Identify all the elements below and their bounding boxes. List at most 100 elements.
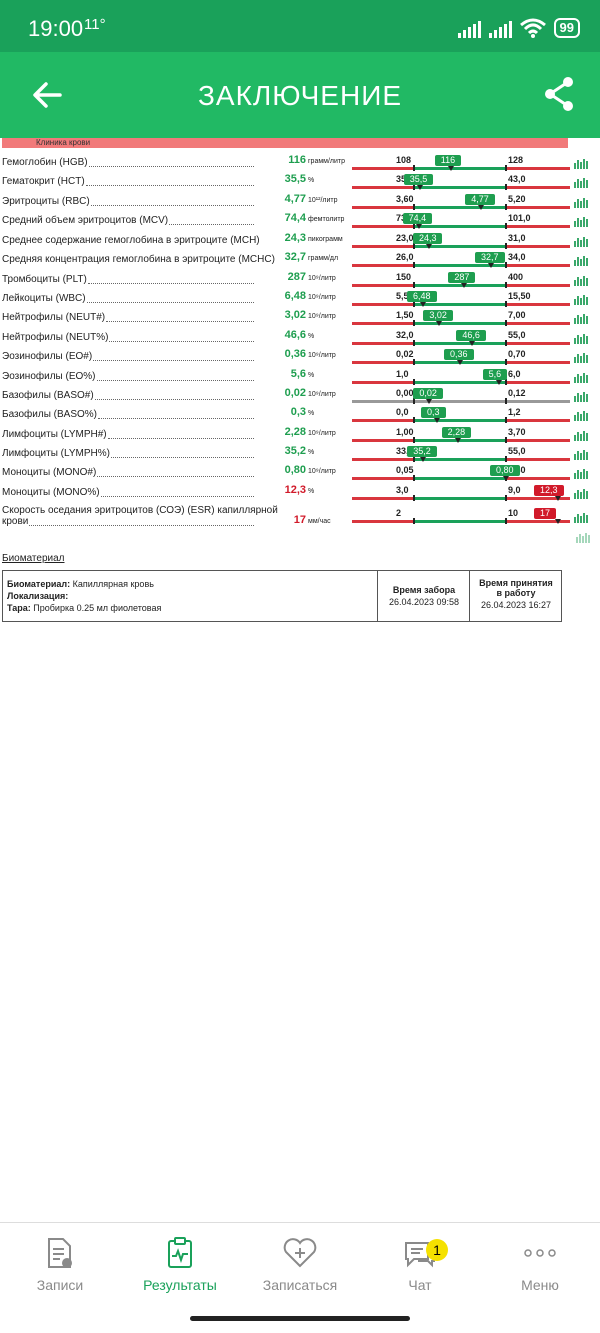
- scale-low-tick: [413, 475, 415, 481]
- nav-records-label: Записи: [36, 1277, 84, 1293]
- result-row[interactable]: Средний объем эритроцитов (MCV) 74,4 фемто…: [0, 212, 600, 231]
- result-row[interactable]: Базофилы (BASO#) 0,02 10⁹/литр 0,00 0,12 0,02: [0, 387, 600, 406]
- result-name: Эритроциты (RBC): [2, 196, 90, 207]
- result-row[interactable]: Лейкоциты (WBC) 6,48 10⁹/литр 5,50 15,50 6,48: [0, 290, 600, 309]
- result-name: Гемоглобин (HGB): [2, 157, 88, 168]
- leader-dots: [106, 321, 254, 322]
- scale-low-segment: [352, 167, 414, 170]
- reference-scale: 2 10 17: [352, 507, 570, 526]
- result-row[interactable]: Нейтрофилы (NEUT#) 3,02 10⁹/литр 1,50 7,00 3,…: [0, 309, 600, 328]
- result-row[interactable]: Скорость оседания эритроцитов (СОЭ) (ESR…: [0, 502, 600, 527]
- scale-high-tick: [505, 417, 507, 423]
- result-value: 2,28: [284, 426, 306, 438]
- scale-high-tick: [505, 340, 507, 346]
- result-row[interactable]: Гематокрит (HCT)35,5%35,043,035,5: [0, 173, 600, 192]
- result-row[interactable]: Моноциты (MONO%) 12,3% 3,0 9,0 12,3: [0, 484, 600, 503]
- back-arrow-icon[interactable]: [30, 78, 64, 112]
- scale-high-tick: [505, 398, 507, 404]
- reference-scale: 0,0 1,2 0,3: [352, 406, 570, 425]
- reference-scale: 32,0 55,0 46,6: [352, 329, 570, 348]
- nav-records[interactable]: Записи: [0, 1237, 120, 1293]
- reference-high: 101,0: [508, 213, 531, 223]
- nav-book[interactable]: Записаться: [240, 1237, 360, 1293]
- scale-normal-segment: [414, 520, 506, 523]
- result-row[interactable]: Эритроциты (RBC) 4,77 10¹²/литр 3,60 5,20 4,7…: [0, 193, 600, 212]
- history-chart-icon[interactable]: [574, 275, 588, 286]
- nav-chat[interactable]: 1 Чат: [360, 1237, 480, 1293]
- accept-time-value: 26.04.2023 16:27: [480, 600, 552, 610]
- result-name: Среднее содержание гемоглобина в эритроц…: [2, 235, 260, 246]
- reference-scale: 1,0 6,0 5,6: [352, 368, 570, 387]
- result-unit: 10¹²/литр: [308, 197, 338, 204]
- leader-dots: [169, 224, 254, 225]
- scale-low-tick: [413, 437, 415, 443]
- leader-dots: [95, 399, 254, 400]
- nav-menu[interactable]: Меню: [480, 1237, 600, 1293]
- history-chart-icon[interactable]: [576, 532, 590, 543]
- result-row[interactable]: Средняя концентрация гемоглобина в эритр…: [0, 251, 600, 270]
- history-chart-icon[interactable]: [574, 294, 588, 305]
- scale-low-segment: [352, 342, 414, 345]
- reference-scale: 5,50 15,50 6,48: [352, 290, 570, 309]
- biomaterial-title: Биоматериал: [2, 553, 65, 564]
- history-chart-icon[interactable]: [574, 449, 588, 460]
- result-row[interactable]: Эозинофилы (EO%) 5,6% 1,0 6,0 5,6: [0, 368, 600, 387]
- reference-low: 108: [396, 155, 412, 165]
- tube-value: Пробирка 0.25 мл фиолетовая: [33, 603, 162, 613]
- history-chart-icon[interactable]: [574, 197, 588, 208]
- result-row[interactable]: Гемоглобин (HGB) 116 грамм/литр 108 128 116: [0, 154, 600, 173]
- history-chart-icon[interactable]: [574, 313, 588, 324]
- reference-scale: 0,00 0,12 0,02: [352, 387, 570, 406]
- history-chart-icon[interactable]: [574, 391, 588, 402]
- reference-low: 150: [396, 272, 412, 282]
- scale-low-tick: [413, 495, 415, 501]
- history-chart-icon[interactable]: [574, 512, 588, 523]
- scale-high-segment: [506, 477, 570, 480]
- history-chart-icon[interactable]: [574, 352, 588, 363]
- result-unit: 10⁹/литр: [308, 391, 336, 398]
- result-unit: %: [308, 488, 315, 495]
- nav-chat-label: Чат: [408, 1277, 432, 1293]
- scale-normal-segment: [414, 303, 506, 306]
- history-chart-icon[interactable]: [574, 216, 588, 227]
- result-row[interactable]: Лимфоциты (LYMPH%) 35,2% 33,0 55,0 35,2: [0, 445, 600, 464]
- history-chart-icon[interactable]: [574, 468, 588, 479]
- battery-icon: 99: [553, 18, 580, 38]
- result-row[interactable]: Тромбоциты (PLT) 287 10⁹/литр 150 400 287: [0, 271, 600, 290]
- leader-dots: [101, 496, 254, 497]
- scale-high-segment: [506, 381, 570, 384]
- history-chart-icon[interactable]: [574, 410, 588, 421]
- history-chart-icon[interactable]: [574, 177, 588, 188]
- history-chart-icon[interactable]: [574, 430, 588, 441]
- reference-high: 34,0: [508, 252, 526, 262]
- result-row[interactable]: Эозинофилы (EO#) 0,36 10⁹/литр 0,02 0,70 0,36: [0, 348, 600, 367]
- result-name: Средний объем эритроцитов (MCV): [2, 215, 169, 226]
- value-marker: [469, 341, 476, 346]
- result-row[interactable]: Базофилы (BASO%) 0,3% 0,0 1,2 0,3: [0, 406, 600, 425]
- scale-normal-segment: [414, 400, 506, 403]
- collect-time-label: Время забора: [392, 585, 456, 595]
- reference-low: 0,02: [396, 349, 414, 359]
- leader-dots: [97, 476, 254, 477]
- leader-dots: [91, 205, 254, 206]
- reference-scale: 150 400 287: [352, 271, 570, 290]
- scale-low-segment: [352, 322, 414, 325]
- history-chart-icon[interactable]: [574, 372, 588, 383]
- value-marker: [420, 302, 427, 307]
- nav-results[interactable]: Результаты: [120, 1237, 240, 1293]
- scale-high-segment: [506, 439, 570, 442]
- history-chart-icon[interactable]: [574, 488, 588, 499]
- result-name: Средняя концентрация гемоглобина в эритр…: [2, 254, 275, 265]
- history-chart-icon[interactable]: [574, 158, 588, 169]
- scale-low-segment: [352, 206, 414, 209]
- history-chart-icon[interactable]: [574, 236, 588, 247]
- result-row[interactable]: Лимфоциты (LYMPH#) 2,28 10⁹/литр 1,00 3,70 2,…: [0, 426, 600, 445]
- reference-high: 3,70: [508, 427, 526, 437]
- history-chart-icon[interactable]: [574, 255, 588, 266]
- share-icon[interactable]: [544, 76, 574, 112]
- result-unit: 10⁹/литр: [308, 294, 336, 301]
- result-row[interactable]: Нейтрофилы (NEUT%) 46,6% 32,0 55,0 46,6: [0, 329, 600, 348]
- result-row[interactable]: Среднее содержание гемоглобина в эритроц…: [0, 232, 600, 251]
- history-chart-icon[interactable]: [574, 333, 588, 344]
